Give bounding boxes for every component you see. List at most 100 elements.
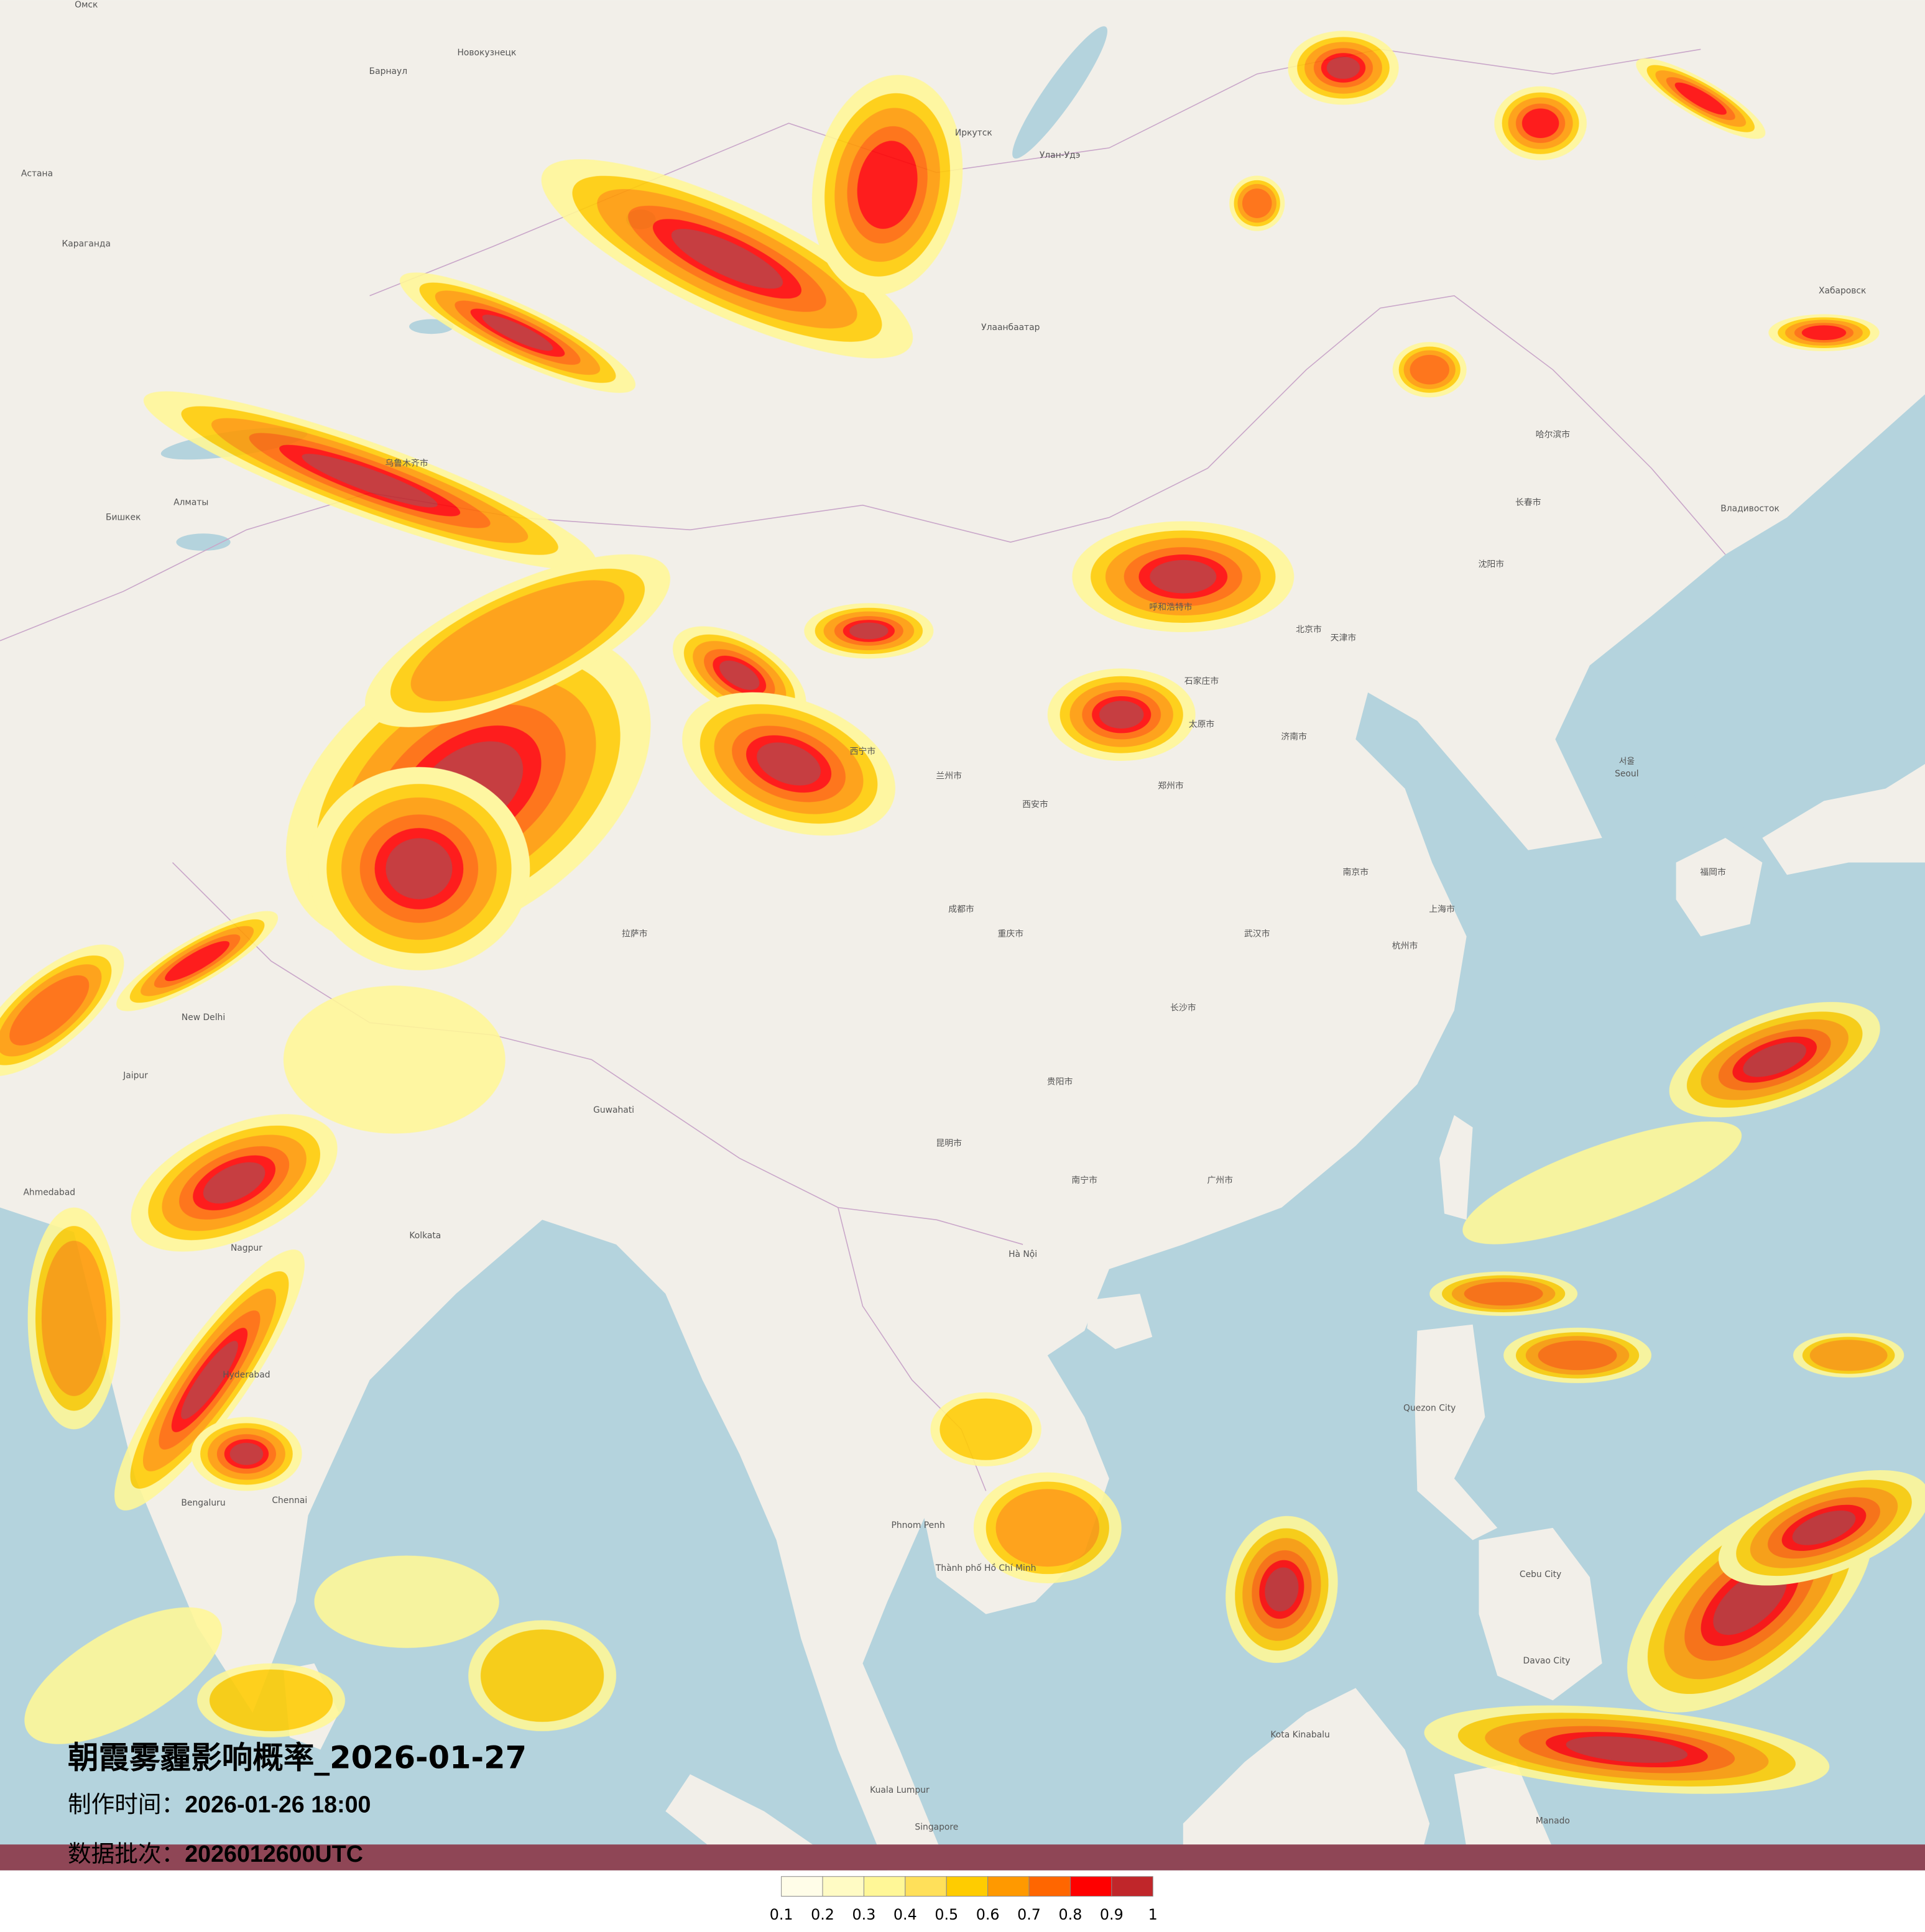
haze-level-4 [481, 1629, 604, 1723]
haze-level-8 [482, 315, 553, 351]
place-label: 杭州市 [1392, 941, 1418, 951]
legend-swatch [1028, 1876, 1071, 1897]
data-batch-value: 2026012600UTC [185, 1841, 363, 1867]
legend-tick: 0.2 [811, 1906, 834, 1923]
haze-level-5 [410, 580, 625, 702]
place-label: Астана [21, 168, 53, 178]
haze-level-8 [229, 1443, 264, 1465]
legend-swatch [781, 1876, 823, 1897]
hazard-band-bottom [0, 1844, 1925, 1870]
legend-swatch [863, 1876, 906, 1897]
haze-area [973, 1472, 1122, 1584]
island-sulawesi [1454, 1762, 1553, 1870]
place-label: Караганда [62, 239, 111, 249]
haze-level-5 [1809, 1340, 1888, 1371]
place-label: 济南市 [1281, 731, 1307, 742]
haze-area [0, 944, 124, 1077]
haze-level-7 [1521, 108, 1559, 139]
haze-area [1047, 668, 1196, 761]
haze-level-6 [1464, 1282, 1543, 1306]
haze-area [24, 1607, 223, 1744]
legend-swatch [905, 1876, 947, 1897]
legend-tick: 0.8 [1059, 1906, 1083, 1923]
haze-level-8 [1265, 1567, 1299, 1612]
legend-tick: 0.6 [976, 1906, 1000, 1923]
haze-level-8 [203, 1162, 265, 1204]
haze-level-8 [1792, 1511, 1856, 1545]
place-label: Cebu City [1520, 1570, 1561, 1580]
haze-level-8 [302, 454, 438, 508]
place-label: Улаанбаатар [981, 323, 1040, 333]
haze-level-7 [857, 140, 918, 229]
place-label: Новокузнецк [457, 48, 516, 58]
place-label: Manado [1536, 1816, 1570, 1826]
place-label: 长春市 [1515, 497, 1541, 508]
legend-tick: 0.7 [1017, 1906, 1041, 1923]
production-time: 制作时间：2026-01-26 18:00 [68, 1791, 371, 1818]
haze-area [114, 1249, 305, 1511]
place-label: 成都市 [948, 904, 974, 914]
haze-level-7 [1801, 325, 1847, 341]
place-label: Барнаул [369, 67, 407, 76]
lake-issyk-kul [176, 533, 231, 551]
haze-level-5 [41, 1241, 106, 1396]
island-japan-honshu [1762, 763, 1925, 875]
place-label: Thành phố Hồ Chí Minh [935, 1563, 1036, 1573]
haze-area [1768, 314, 1880, 351]
haze-area [1392, 342, 1467, 398]
place-label: 沈阳市 [1479, 559, 1505, 569]
place-labels: Омск Новокузнецк Барнаул Астана Караганда Ирк… [21, 0, 1867, 1832]
haze-level-7 [1674, 82, 1727, 115]
haze-level-8 [671, 229, 783, 289]
haze-area [1288, 30, 1399, 105]
haze-level-8 [1326, 57, 1360, 79]
haze-area [1072, 521, 1295, 632]
place-label: Kuala Lumpur [870, 1785, 930, 1795]
haze-level-8 [1150, 559, 1217, 594]
legend-swatch [1111, 1876, 1153, 1897]
legend-swatch [987, 1876, 1030, 1897]
place-label: 上海市 [1429, 904, 1455, 914]
legend-swatch [1069, 1876, 1112, 1897]
haze-area [1429, 1271, 1578, 1316]
place-label: 广州市 [1207, 1175, 1233, 1185]
island-visayas-mindanao [1479, 1527, 1602, 1701]
haze-level-4 [209, 1669, 333, 1731]
haze-area [365, 554, 670, 727]
haze-area [143, 391, 596, 570]
haze-level-6 [9, 975, 90, 1046]
place-label: 天津市 [1331, 633, 1357, 643]
place-label: Hyderabad [223, 1370, 270, 1380]
place-label: 太原市 [1189, 719, 1215, 729]
place-label: 武汉市 [1244, 928, 1270, 939]
haze-area [1462, 1121, 1742, 1244]
haze-level-5 [995, 1489, 1100, 1567]
legend-swatch [822, 1876, 864, 1897]
place-label: Бишкек [106, 512, 141, 522]
place-label: Guwahati [593, 1105, 634, 1115]
haze-area [27, 1207, 121, 1430]
place-label: 哈尔滨市 [1536, 430, 1571, 440]
island-hainan [1087, 1294, 1153, 1350]
place-label: Bengaluru [181, 1498, 225, 1508]
haze-level-7 [165, 941, 230, 982]
place-label: Seoul [1615, 769, 1638, 779]
place-label: 贵阳市 [1047, 1076, 1073, 1087]
production-time-label: 制作时间： [68, 1791, 185, 1818]
legend-tick: 0.5 [935, 1906, 958, 1923]
place-label: Chennai [272, 1496, 307, 1506]
haze-area [1503, 1327, 1651, 1383]
legend-tick: 1 [1148, 1906, 1158, 1923]
haze-area [1718, 1470, 1925, 1586]
haze-area [1226, 1516, 1338, 1663]
sea-of-japan [1676, 492, 1925, 838]
place-label: Phnom Penh [892, 1520, 945, 1530]
island-luzon [1415, 1324, 1498, 1540]
place-label: 石家庄市 [1184, 676, 1219, 686]
haze-area [283, 985, 505, 1134]
islands [283, 763, 1925, 1870]
haze-area [682, 692, 895, 836]
haze-level-6 [1242, 188, 1272, 218]
